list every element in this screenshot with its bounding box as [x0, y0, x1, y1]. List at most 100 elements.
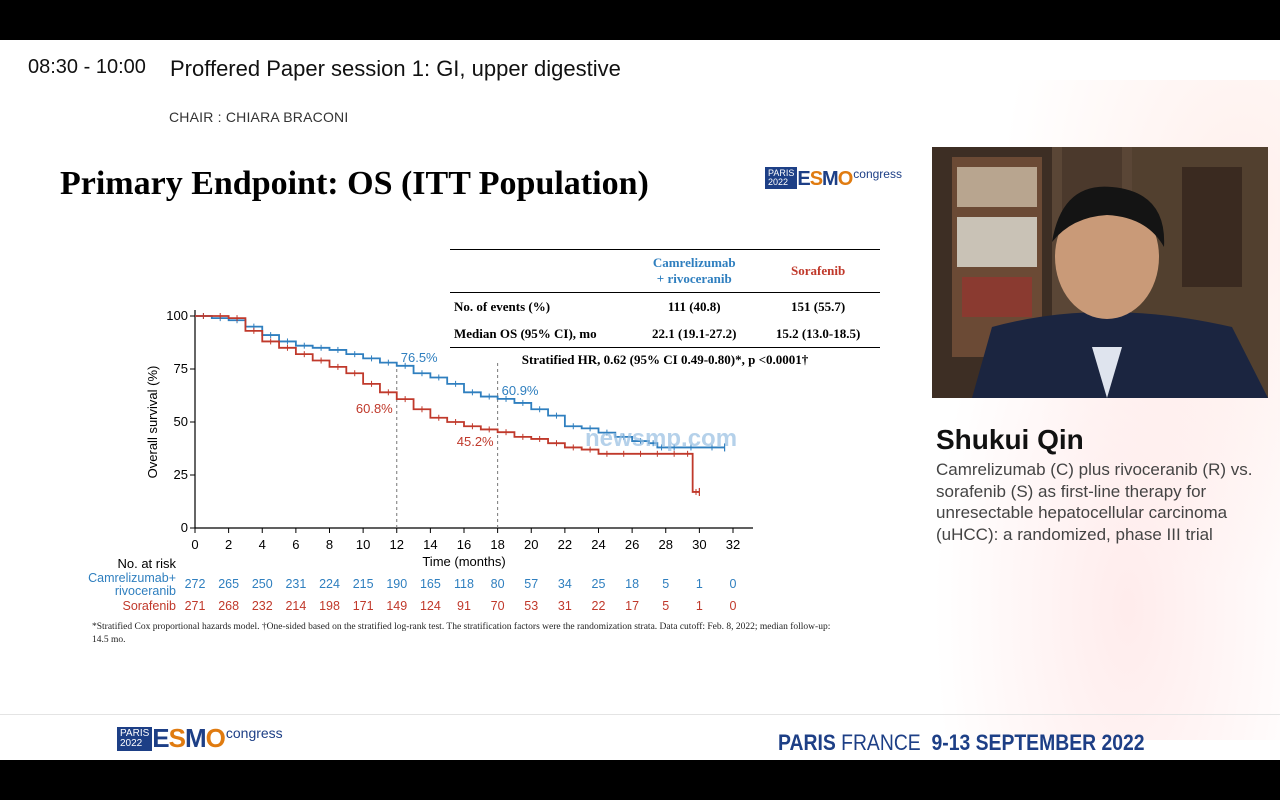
- at-risk-value: 5: [662, 577, 669, 591]
- at-risk-value: 80: [491, 577, 505, 591]
- logo-esmo-word: ESMO: [797, 168, 854, 190]
- x-tick-label: 10: [356, 537, 370, 552]
- x-tick-label: 22: [558, 537, 572, 552]
- table-cell-cam: 111 (40.8): [667, 298, 721, 314]
- session-time: 08:30 - 10:00: [28, 56, 146, 78]
- at-risk-value: 0: [730, 599, 737, 613]
- at-risk-value: 57: [524, 577, 538, 591]
- at-risk-value: 250: [252, 577, 273, 591]
- x-tick-label: 12: [390, 537, 404, 552]
- at-risk-value: 214: [285, 599, 306, 613]
- header-cam-line1: Camrelizumab: [652, 255, 736, 270]
- table-row-label: Median OS (95% CI), mo: [454, 325, 597, 341]
- x-tick-label: 32: [726, 537, 740, 552]
- logo-congress: congress: [853, 167, 902, 181]
- at-risk-value: 31: [558, 599, 572, 613]
- x-tick-label: 6: [292, 537, 299, 552]
- table-top-rule: [450, 249, 880, 250]
- speaker-name: Shukui Qin: [936, 424, 1084, 455]
- x-tick-label: 0: [191, 537, 198, 552]
- y-tick-label: 100: [166, 308, 188, 323]
- y-axis-label: Overall survival (%): [145, 366, 160, 479]
- x-tick-label: 30: [692, 537, 706, 552]
- table-row: No. of events (%) 111 (40.8) 151 (55.7): [450, 293, 880, 320]
- table-cell-sor: 15.2 (13.0-18.5): [775, 325, 861, 341]
- x-tick-label: 18: [490, 537, 504, 552]
- y-tick-label: 50: [174, 414, 188, 429]
- slide-title: Primary Endpoint: OS (ITT Population): [60, 165, 649, 202]
- logo-letter: O: [837, 168, 854, 190]
- x-axis-label: Time (months): [422, 554, 505, 569]
- table-header-row: Camrelizumab + rivoceranib Sorafenib: [450, 250, 880, 292]
- footer-divider: [0, 714, 1280, 715]
- at-risk-row-label: Camrelizumab+: [88, 571, 176, 585]
- table-cell-sor: 151 (55.7): [791, 298, 846, 314]
- footer-dates: 9-13 SEPTEMBER 2022: [931, 730, 1145, 755]
- at-risk-value: 165: [420, 577, 441, 591]
- at-risk-value: 0: [730, 577, 737, 591]
- at-risk-value: 171: [353, 599, 374, 613]
- at-risk-value: 70: [491, 599, 505, 613]
- at-risk-title: No. at risk: [117, 556, 176, 571]
- at-risk-value: 118: [454, 577, 474, 591]
- table-bottom-rule: [450, 347, 880, 348]
- results-table: Camrelizumab + rivoceranib Sorafenib No.…: [450, 249, 880, 368]
- annotation-label: 76.5%: [401, 350, 438, 365]
- speaker-video: [932, 147, 1268, 398]
- at-risk-value: 91: [457, 599, 471, 613]
- x-tick-label: 16: [457, 537, 471, 552]
- y-tick-label: 75: [174, 361, 188, 376]
- logo-letter: M: [184, 723, 207, 753]
- slide-stage: 08:30 - 10:00 Proffered Paper session 1:…: [0, 40, 1280, 760]
- at-risk-value: 53: [524, 599, 538, 613]
- x-tick-label: 2: [225, 537, 232, 552]
- session-chair: CHAIR : CHIARA BRACONI: [169, 109, 349, 125]
- at-risk-value: 124: [420, 599, 441, 613]
- x-tick-label: 14: [423, 537, 437, 552]
- esmo-congress-logo: PARIS 2022 ESMO congress: [765, 167, 902, 189]
- table-header-sorafenib: Sorafenib: [791, 263, 846, 278]
- at-risk-value: 22: [592, 599, 606, 613]
- annotation-label: 60.9%: [502, 383, 539, 398]
- at-risk-value: 272: [185, 577, 206, 591]
- at-risk-value: 232: [252, 599, 273, 613]
- at-risk-value: 268: [218, 599, 239, 613]
- session-title: Proffered Paper session 1: GI, upper dig…: [170, 56, 621, 81]
- table-header-camrelizumab: Camrelizumab + rivoceranib: [632, 255, 756, 287]
- x-tick-label: 4: [259, 537, 266, 552]
- speaker-talk-title: Camrelizumab (C) plus rivoceranib (R) vs…: [936, 460, 1253, 544]
- footer-location-dates: PARIS FRANCE 9-13 SEPTEMBER 2022: [778, 730, 1145, 756]
- at-risk-value: 198: [319, 599, 340, 613]
- logo-year: 2022: [768, 177, 789, 187]
- logo-letter: S: [809, 168, 823, 190]
- at-risk-value: 231: [285, 577, 306, 591]
- footer-logo-year: 2022: [120, 738, 143, 749]
- logo-letter: O: [205, 723, 226, 753]
- table-mid-rule: [450, 292, 880, 293]
- x-tick-label: 8: [326, 537, 333, 552]
- footer-logo-esmo-word: ESMO: [152, 723, 226, 753]
- logo-paris: PARIS: [768, 168, 795, 178]
- x-tick-label: 24: [591, 537, 605, 552]
- logo-letter: S: [168, 723, 186, 753]
- at-risk-row-label: rivoceranib: [115, 584, 176, 598]
- table-row: Median OS (95% CI), mo 22.1 (19.1-27.2) …: [450, 320, 880, 347]
- footer-logo-congress: congress: [225, 725, 283, 741]
- x-tick-label: 20: [524, 537, 538, 552]
- logo-paris-box: PARIS 2022: [765, 167, 798, 189]
- footer-esmo-logo: PARIS 2022 ESMO congress: [117, 725, 283, 751]
- y-tick-label: 0: [181, 520, 188, 535]
- footer-city: PARIS: [778, 730, 836, 755]
- at-risk-value: 17: [625, 599, 639, 613]
- at-risk-value: 5: [662, 599, 669, 613]
- hazard-ratio-text: Stratified HR, 0.62 (95% CI 0.49-0.80)*,…: [521, 352, 809, 367]
- logo-letter: E: [797, 168, 810, 190]
- slide-footnote: *Stratified Cox proportional hazards mod…: [92, 622, 831, 645]
- logo-letter: E: [152, 723, 169, 753]
- at-risk-value: 215: [353, 577, 374, 591]
- x-tick-label: 26: [625, 537, 639, 552]
- x-tick-label: 28: [659, 537, 673, 552]
- table-cell-cam: 22.1 (19.1-27.2): [652, 325, 737, 341]
- y-tick-label: 25: [174, 467, 188, 482]
